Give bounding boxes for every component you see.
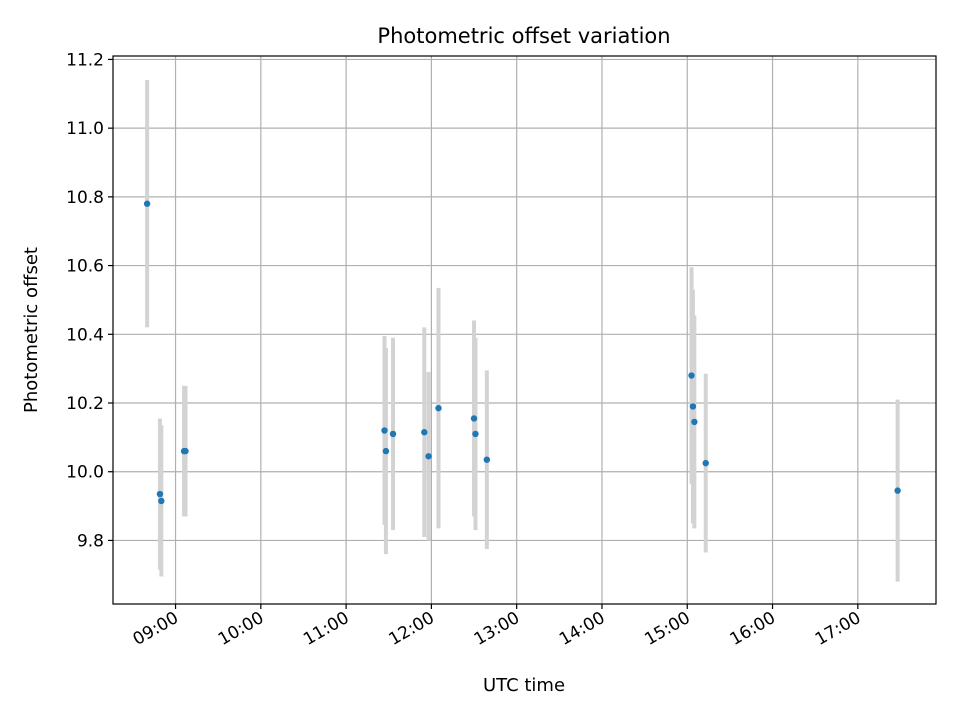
data-point <box>688 372 695 379</box>
data-point <box>470 415 478 422</box>
y-tick-label: 10.8 <box>66 188 104 208</box>
data-points <box>143 200 901 505</box>
grid <box>113 56 936 604</box>
y-tick-label: 10.2 <box>66 394 104 414</box>
data-point <box>381 427 388 434</box>
data-point <box>389 430 397 438</box>
data-point <box>421 429 428 436</box>
data-point <box>691 418 698 426</box>
data-point <box>894 487 901 494</box>
data-point <box>382 447 390 455</box>
data-point <box>689 403 697 410</box>
y-tick-label: 10.6 <box>66 257 104 277</box>
data-point <box>182 447 189 455</box>
data-point <box>143 200 151 207</box>
x-axis-label: UTC time <box>483 675 565 696</box>
y-tick-label: 9.8 <box>77 531 104 551</box>
data-point <box>435 404 442 412</box>
data-point <box>158 497 165 505</box>
data-point <box>702 459 709 467</box>
plot-frame <box>112 55 937 605</box>
y-tick-label: 10.4 <box>66 325 104 345</box>
y-tick-label: 11.0 <box>66 119 104 139</box>
y-tick-label: 10.0 <box>66 463 104 483</box>
data-point <box>472 430 479 438</box>
y-axis-ticks: 9.8 10.0 10.2 10.4 10.6 10.8 11.0 11.2 <box>66 50 113 551</box>
chart-title: Photometric offset variation <box>377 24 670 48</box>
y-tick-label: 11.2 <box>66 50 104 70</box>
data-point <box>483 456 491 463</box>
data-point <box>425 453 432 460</box>
data-point <box>156 490 164 498</box>
y-axis-label: Photometric offset <box>21 247 42 413</box>
